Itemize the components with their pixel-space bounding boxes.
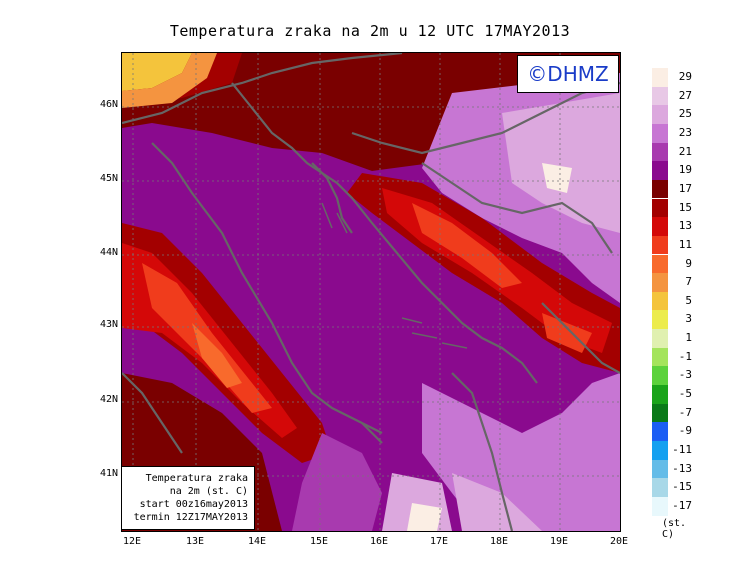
lon-label: 17E [429,536,449,547]
legend-label: 23 [678,125,692,139]
legend-swatch [652,478,668,497]
legend-swatch [652,403,668,423]
temperature-map [121,52,621,532]
legend-swatch [652,198,668,218]
legend-label: 19 [678,163,692,177]
legend-swatch [652,142,668,162]
legend-label: 3 [685,312,692,326]
legend-label: -9 [678,424,692,438]
legend-label: -7 [678,405,692,419]
legend-swatch [652,68,668,87]
lat-label: 43N [99,319,118,330]
legend-label: 1 [685,331,692,345]
legend-swatch [652,347,668,367]
legend-label: 27 [678,88,692,102]
legend-swatch [652,254,668,274]
legend-label: -1 [678,349,692,363]
info-line-start: start 00z16may2013 [139,499,248,510]
lon-label: 13E [185,536,205,547]
legend-label: 5 [685,293,692,307]
map-title: Temperatura zraka na 2m u 12 UTC 17MAY20… [169,22,571,40]
lon-label: 19E [549,536,569,547]
legend-label: -11 [672,443,692,456]
legend-swatch [652,105,668,124]
legend-swatch [652,179,668,199]
lat-label: 41N [99,468,118,479]
legend-label: 7 [685,275,692,289]
info-line-variable: Temperatura zraka [145,473,248,484]
legend-swatch [652,459,668,479]
forecast-info-box: Temperatura zraka na 2m (st. C) start 00… [121,466,255,530]
lat-label: 45N [99,173,118,184]
legend-label: 17 [678,181,692,195]
legend-swatch [652,86,668,106]
legend-label: -3 [678,368,692,382]
lon-label: 18E [489,536,509,547]
legend-label: -5 [678,387,692,401]
legend-label: -15 [672,480,692,494]
legend-label: 11 [678,237,692,251]
legend-swatch [652,291,668,311]
lat-label: 46N [99,99,118,110]
lat-label: 44N [99,247,118,258]
lat-label: 42N [99,394,118,405]
legend-label: 21 [678,144,692,158]
legend-label: 25 [678,107,692,121]
info-line-valid: termin 12Z17MAY2013 [133,512,248,523]
lon-label: 14E [247,536,267,547]
dhmz-logo: ©DHMZ [517,55,619,93]
legend-swatch [652,441,668,460]
legend-label: -13 [672,461,692,475]
legend-swatch [652,422,668,441]
legend-swatch [652,310,668,330]
legend-swatch [652,385,668,404]
info-line-unit: na 2m (st. C) [169,486,248,497]
legend-label: 29 [678,70,692,83]
lon-label: 15E [309,536,329,547]
legend-label: 9 [685,256,692,270]
legend-swatch [652,123,668,143]
legend-swatch [652,496,668,516]
legend-label: -17 [672,498,692,512]
legend-swatch [652,235,668,255]
legend-label: 15 [678,200,692,214]
legend-swatch [652,366,668,385]
legend-unit: (st. C) [662,518,687,540]
lon-label: 16E [369,536,389,547]
legend-swatch [652,217,668,236]
legend-swatch [652,273,668,292]
lon-label: 12E [122,536,142,547]
legend-swatch [652,161,668,180]
legend-label: 13 [678,219,692,233]
lon-label: 20E [609,536,629,547]
legend-swatch [652,329,668,348]
